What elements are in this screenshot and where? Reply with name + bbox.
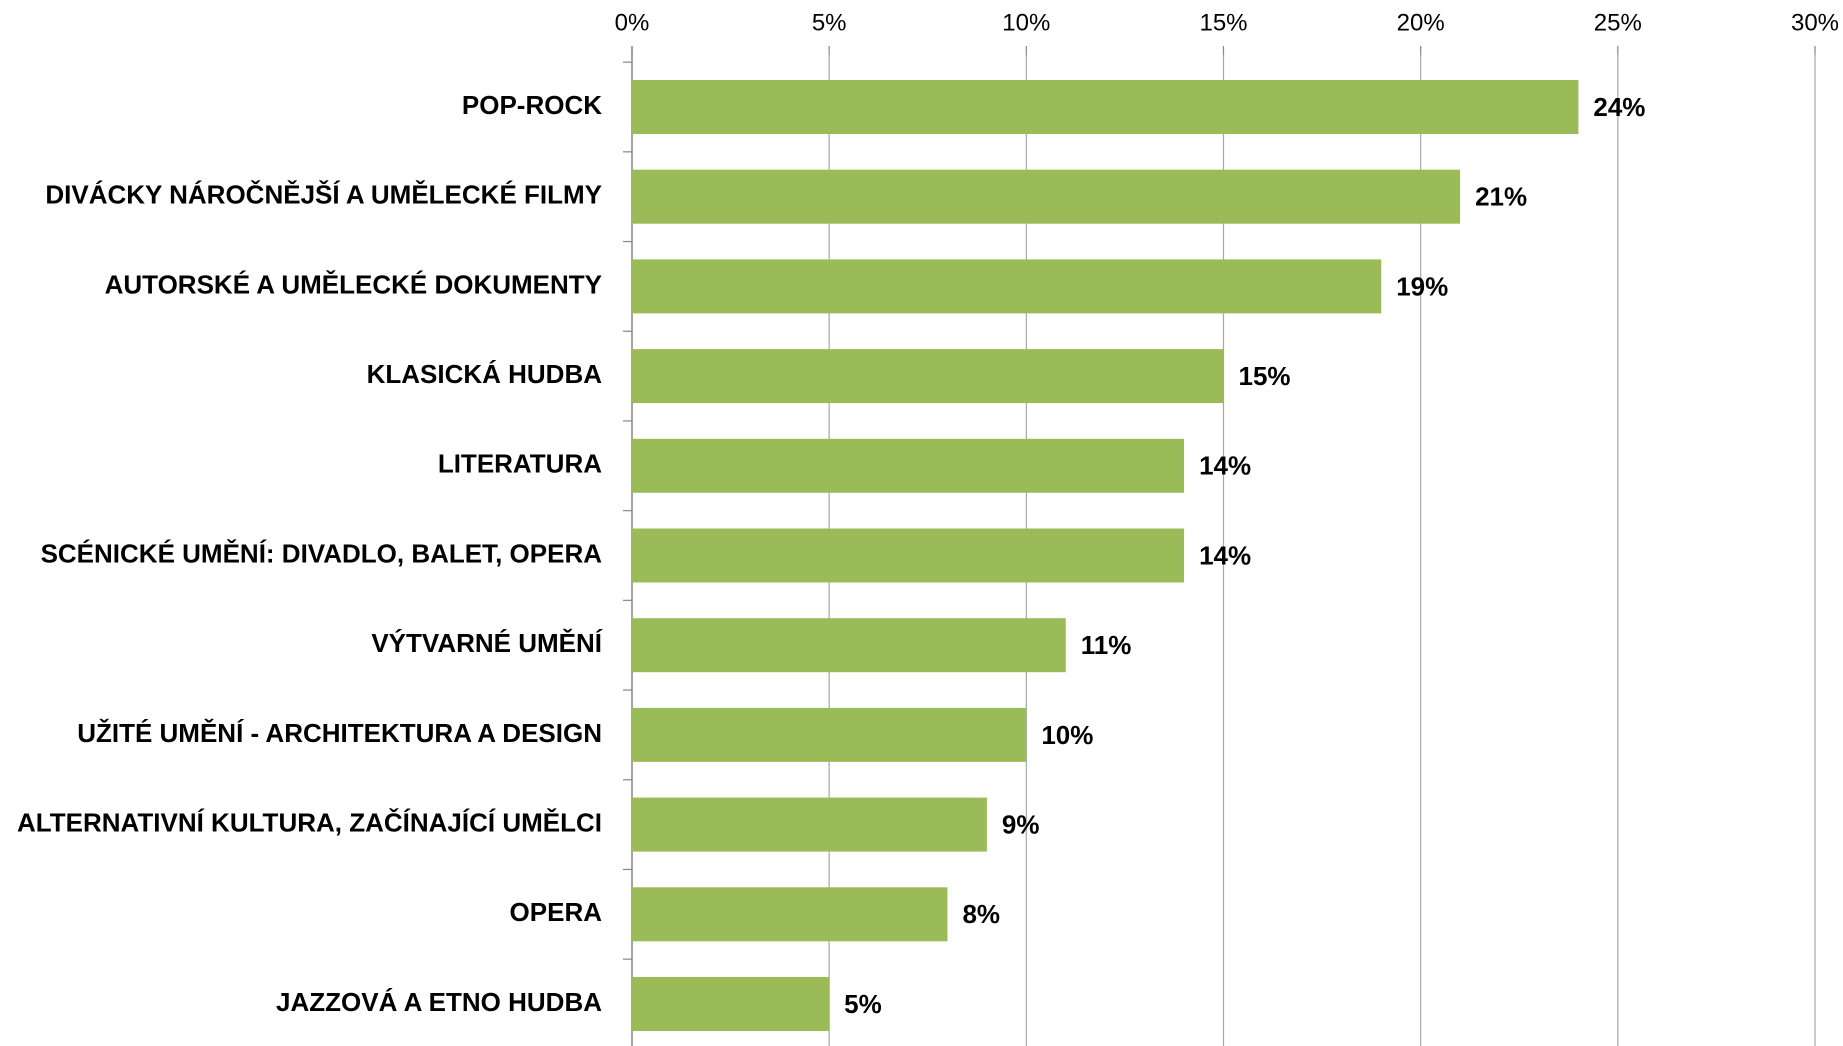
category-label: POP-ROCK — [462, 90, 602, 120]
value-label: 9% — [1002, 809, 1040, 839]
bar — [632, 618, 1066, 673]
x-tick-label: 30% — [1791, 9, 1839, 36]
value-label: 24% — [1593, 92, 1645, 122]
category-label: VÝTVARNÉ UMĚNÍ — [371, 628, 602, 658]
bar — [632, 797, 987, 852]
value-label: 11% — [1081, 630, 1132, 660]
x-tick-label: 10% — [1002, 9, 1050, 36]
category-label: ALTERNATIVNÍ KULTURA, ZAČÍNAJÍCÍ UMĚLCI — [17, 807, 602, 837]
bar — [632, 977, 830, 1031]
value-label: 19% — [1396, 271, 1448, 301]
value-label: 10% — [1041, 720, 1093, 750]
value-label: 15% — [1239, 361, 1291, 391]
category-label: KLASICKÁ HUDBA — [367, 359, 603, 389]
bar — [632, 528, 1185, 583]
value-label: 21% — [1475, 182, 1527, 212]
value-label: 14% — [1199, 540, 1251, 570]
category-label: OPERA — [510, 897, 603, 927]
bar — [632, 438, 1185, 493]
value-label: 14% — [1199, 451, 1251, 481]
bar — [632, 349, 1224, 404]
value-label: 5% — [844, 989, 882, 1019]
category-label: DIVÁCKY NÁROČNĚJŠÍ A UMĚLECKÉ FILMY — [45, 180, 602, 210]
bar — [632, 887, 948, 942]
category-label: SCÉNICKÉ UMĚNÍ: DIVADLO, BALET, OPERA — [41, 538, 603, 568]
bar — [632, 80, 1579, 134]
category-label: UŽITÉ UMĚNÍ - ARCHITEKTURA A DESIGN — [77, 718, 602, 748]
x-tick-label: 0% — [615, 9, 650, 36]
x-tick-label: 15% — [1199, 9, 1247, 36]
x-tick-label: 25% — [1594, 9, 1642, 36]
bar — [632, 259, 1382, 314]
category-label: JAZZOVÁ A ETNO HUDBA — [276, 987, 602, 1017]
value-label: 8% — [962, 899, 1000, 929]
x-tick-label: 5% — [812, 9, 847, 36]
bar — [632, 169, 1461, 224]
x-tick-label: 20% — [1397, 9, 1445, 36]
category-label: LITERATURA — [438, 449, 602, 479]
bar — [632, 707, 1027, 762]
category-label: AUTORSKÉ A UMĚLECKÉ DOKUMENTY — [105, 269, 602, 299]
